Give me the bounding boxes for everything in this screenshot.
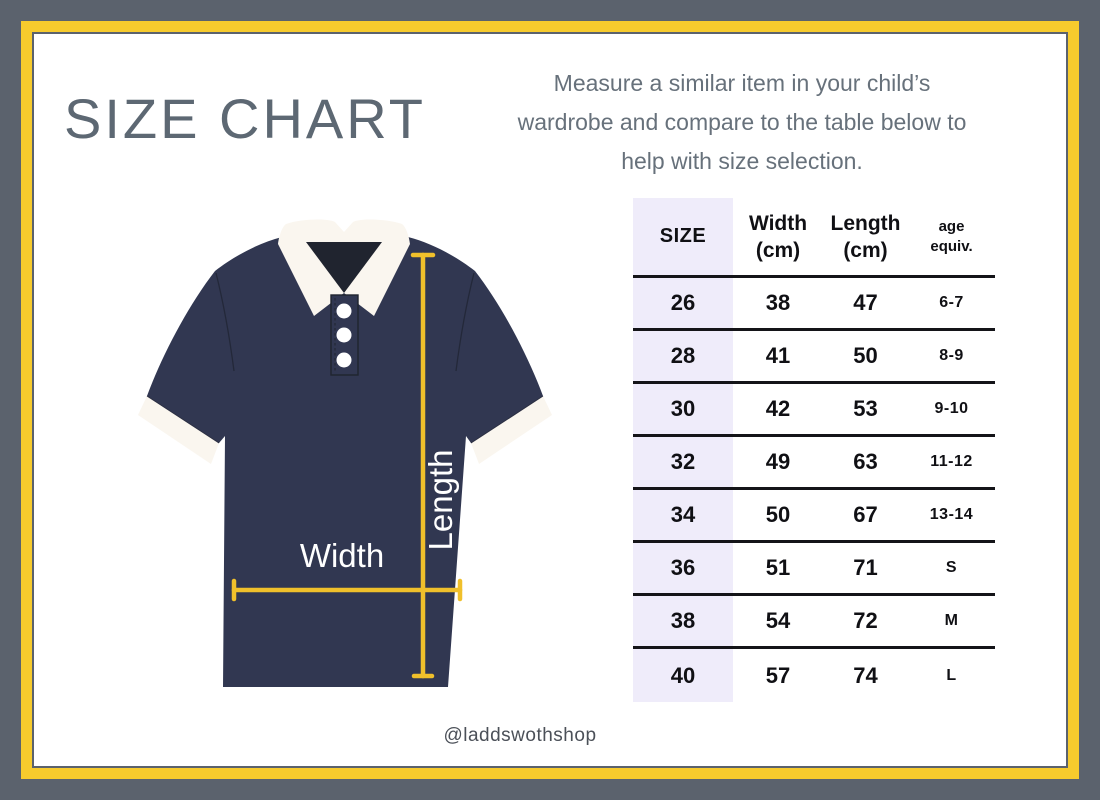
- button: [336, 327, 352, 343]
- left-cuff: [138, 396, 219, 464]
- intro-text: Measure a similar item in your child’s w…: [517, 70, 967, 174]
- length-cell: 72: [853, 608, 878, 633]
- age-cell: 6-7: [939, 294, 964, 311]
- size-cell: 36: [633, 543, 733, 593]
- length-cell: 71: [853, 555, 878, 580]
- size-cell: 30: [633, 384, 733, 434]
- size-cell: 40: [633, 649, 733, 702]
- table-row: 34 50 67 13-14: [633, 490, 995, 543]
- age-cell: S: [945, 559, 958, 576]
- table-row: 38 54 72 M: [633, 596, 995, 649]
- width-cell: 38: [765, 290, 791, 315]
- width-label: Width: [300, 537, 384, 574]
- length-label: Length: [422, 450, 459, 551]
- width-cell: 49: [765, 449, 791, 474]
- right-cuff-seam: [470, 395, 544, 444]
- length-cell: 50: [853, 343, 878, 368]
- length-cell: 67: [853, 502, 878, 527]
- right-cuff: [471, 396, 552, 464]
- shirt-body: [147, 233, 543, 687]
- table-row: 30 42 53 9-10: [633, 384, 995, 437]
- right-shoulder-seam: [455, 272, 475, 372]
- length-cell: 74: [853, 662, 878, 688]
- size-cell: 28: [633, 331, 733, 381]
- length-cell: 53: [853, 396, 878, 421]
- left-cuff-seam: [146, 395, 220, 444]
- width-cell: 50: [765, 502, 791, 527]
- left-shoulder-seam: [215, 272, 235, 372]
- poster-canvas: SIZE CHART Measure a similar item in you…: [32, 32, 1068, 768]
- age-cell: 9-10: [934, 400, 969, 417]
- header-length: Length (cm): [830, 211, 901, 262]
- neck-opening: [306, 242, 382, 293]
- size-cell: 32: [633, 437, 733, 487]
- size-cell: 26: [633, 278, 733, 328]
- table-header-row: SIZE Width (cm) Length (cm) age equiv.: [633, 198, 995, 278]
- table-row: 36 51 71 S: [633, 543, 995, 596]
- width-cell: 42: [765, 396, 791, 421]
- width-cell: 41: [765, 343, 791, 368]
- size-cell: 38: [633, 596, 733, 646]
- button: [336, 303, 352, 319]
- table-row: 32 49 63 11-12: [633, 437, 995, 490]
- shop-handle: @laddswothshop: [443, 725, 597, 746]
- length-cell: 63: [853, 449, 878, 474]
- size-table: SIZE Width (cm) Length (cm) age equiv. 2…: [633, 198, 995, 702]
- table-row: 26 38 47 6-7: [633, 278, 995, 331]
- header-age: age equiv.: [930, 217, 973, 255]
- header-size: SIZE: [633, 198, 733, 275]
- header-width: Width (cm): [748, 211, 808, 262]
- age-cell: 11-12: [930, 453, 973, 470]
- width-cell: 57: [765, 662, 791, 688]
- polo-shirt-illustration: Width Length: [138, 219, 552, 687]
- table-row: 40 57 74 L: [633, 649, 995, 702]
- length-cell: 47: [853, 290, 878, 315]
- button: [336, 352, 352, 368]
- table-row: 28 41 50 8-9: [633, 331, 995, 384]
- size-cell: 34: [633, 490, 733, 540]
- width-cell: 54: [765, 608, 791, 633]
- width-cell: 51: [765, 555, 791, 580]
- age-cell: M: [944, 612, 959, 629]
- age-cell: 13-14: [929, 506, 974, 523]
- age-cell: 8-9: [939, 347, 964, 364]
- page-title: SIZE CHART: [64, 87, 426, 150]
- age-cell: L: [946, 666, 957, 684]
